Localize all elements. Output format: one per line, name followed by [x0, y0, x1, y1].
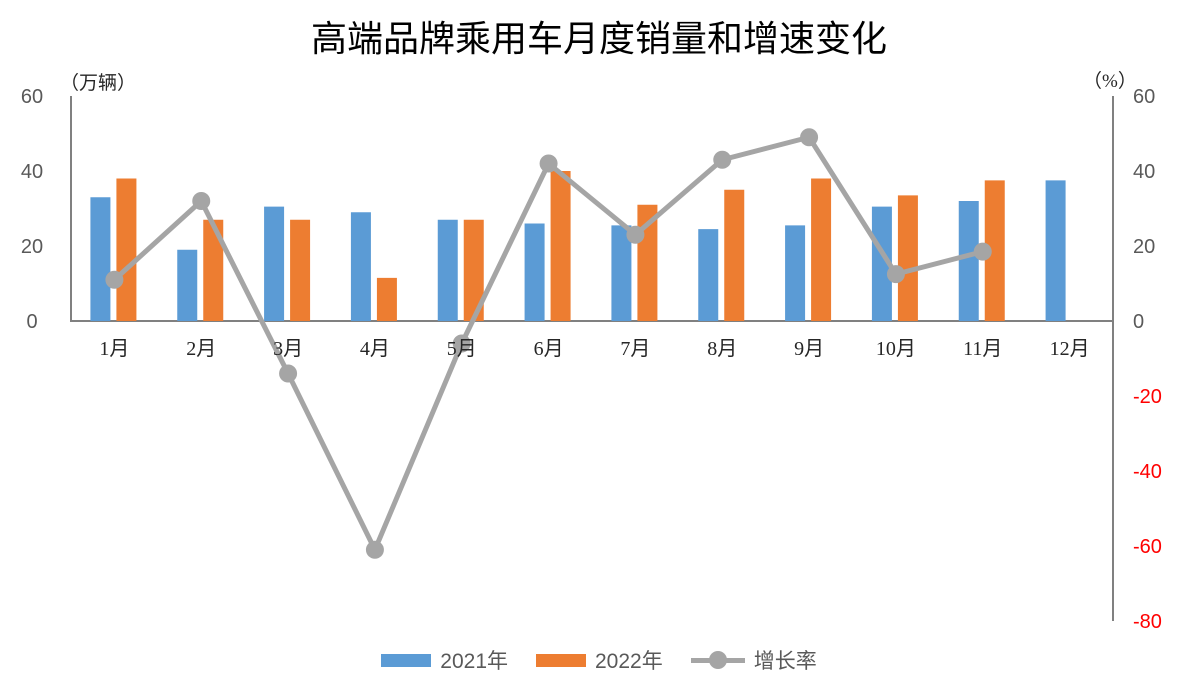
x-label-m3: 3月: [273, 338, 303, 360]
growth-marker-m6: [539, 154, 558, 173]
legend-swatch-2022: [536, 653, 586, 667]
bar-y2021-m8: [698, 229, 719, 321]
legend-swatch-2021: [381, 653, 432, 667]
x-label-m12: 12月: [1050, 338, 1090, 360]
bar-y2022-m1: [116, 178, 137, 321]
right-tick--80: -80: [1133, 611, 1162, 633]
right-tick--20: -20: [1133, 386, 1162, 408]
x-label-m2: 2月: [186, 338, 216, 360]
right-axis-unit-label: （%）: [1083, 71, 1137, 92]
bar-y2022-m2: [203, 219, 224, 321]
legend-line-marker-growth: [690, 650, 745, 670]
bar-y2021-m5: [437, 219, 458, 321]
x-label-m7: 7月: [620, 338, 650, 360]
bar-y2022-m3: [290, 219, 311, 321]
bar-y2021-m4: [350, 212, 371, 321]
legend-item-2021: 2021年: [381, 645, 508, 675]
bar-y2022-m10: [897, 195, 918, 321]
x-label-m5: 5月: [447, 338, 477, 360]
growth-marker-m2: [192, 192, 211, 210]
legend: 2021年 2022年 增长率: [0, 645, 1198, 675]
bar-y2021-m3: [264, 206, 285, 321]
legend-label-2022: 2022年: [595, 650, 663, 673]
legend-label-2021: 2021年: [440, 650, 508, 673]
left-tick-40: 40: [21, 161, 43, 183]
right-tick-60: 60: [1133, 86, 1155, 108]
x-label-m6: 6月: [534, 338, 564, 360]
bar-y2022-m6: [550, 171, 571, 321]
x-label-m9: 9月: [794, 338, 824, 360]
bar-y2021-m11: [958, 201, 979, 321]
bar-y2022-m8: [724, 189, 745, 321]
growth-marker-m7: [626, 225, 645, 244]
bar-y2021-m6: [524, 223, 545, 321]
bar-y2021-m10: [871, 206, 892, 321]
left-tick-60: 60: [21, 86, 43, 108]
left-axis-unit-label: （万辆）: [60, 73, 137, 94]
growth-marker-m3: [279, 364, 298, 383]
bar-y2022-m5: [463, 219, 484, 321]
growth-marker-m9: [800, 128, 819, 147]
x-label-m10: 10月: [876, 338, 916, 360]
growth-marker-m1: [105, 270, 124, 289]
growth-marker-m10: [886, 265, 905, 284]
growth-marker-m5: [452, 334, 471, 353]
bar-y2022-m9: [811, 178, 832, 321]
bar-y2021-m7: [611, 225, 632, 321]
bar-y2021-m9: [785, 225, 806, 321]
x-label-m1: 1月: [99, 338, 129, 360]
bar-y2021-m1: [90, 197, 111, 321]
right-tick-40: 40: [1133, 161, 1155, 183]
left-tick-0: 0: [26, 311, 37, 333]
growth-marker-m8: [713, 150, 732, 169]
right-tick-0: 0: [1133, 311, 1144, 333]
right-tick--40: -40: [1133, 461, 1162, 483]
bar-y2021-m12: [1045, 180, 1066, 321]
legend-dot-growth: [708, 651, 727, 669]
left-tick-20: 20: [21, 236, 43, 258]
growth-marker-m4: [365, 540, 384, 559]
legend-label-growth: 增长率: [753, 650, 817, 673]
x-label-m4: 4月: [360, 338, 390, 360]
x-label-m11: 11月: [963, 338, 1002, 360]
bar-y2022-m11: [984, 180, 1005, 321]
right-tick-20: 20: [1133, 236, 1155, 258]
right-tick--60: -60: [1133, 536, 1162, 558]
growth-marker-m11: [973, 242, 992, 261]
legend-item-2022: 2022年: [536, 645, 663, 675]
chart-title: 高端品牌乘用车月度销量和增速变化: [310, 19, 887, 59]
bar-y2022-m4: [376, 277, 397, 321]
legend-item-growth: 增长率: [690, 645, 817, 675]
x-label-m8: 8月: [707, 338, 737, 360]
bar-y2021-m2: [177, 249, 198, 321]
